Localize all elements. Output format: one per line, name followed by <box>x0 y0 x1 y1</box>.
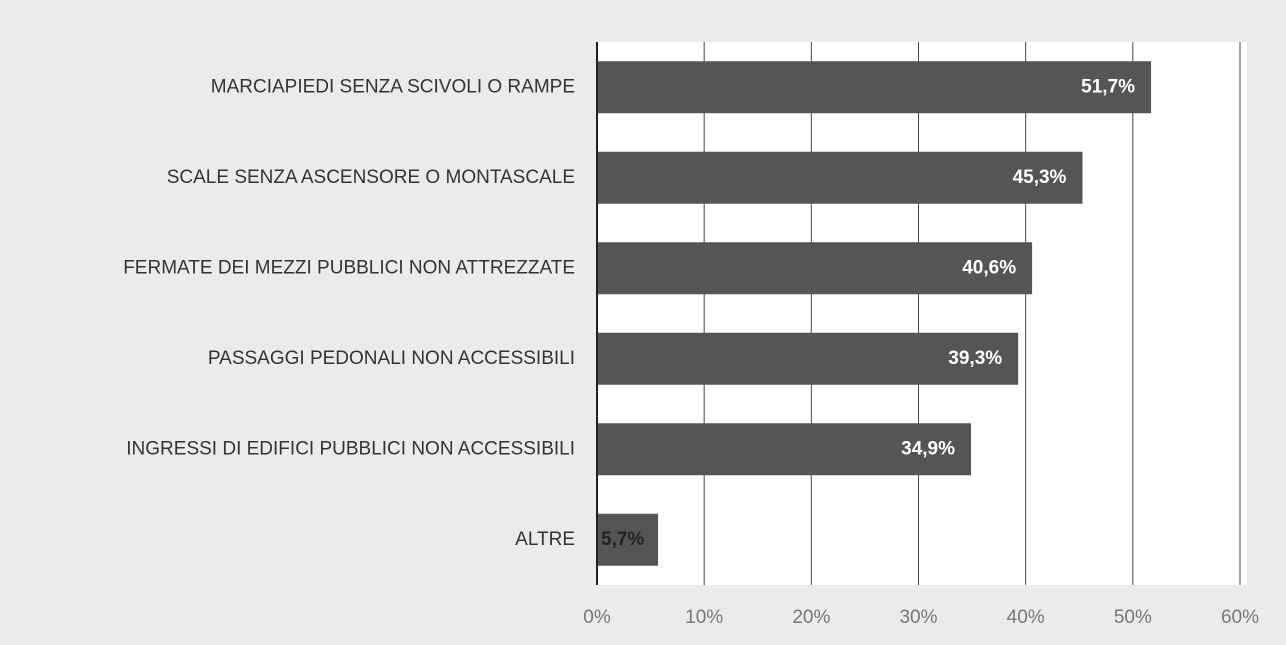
x-tick-label: 30% <box>899 607 937 628</box>
value-label: 40,6% <box>962 257 1016 278</box>
plot-area <box>597 42 1247 585</box>
y-tick-label: ALTRE <box>515 529 575 550</box>
x-tick-label: 0% <box>583 607 611 628</box>
bar <box>597 61 1152 114</box>
x-tick-label: 40% <box>1007 607 1045 628</box>
x-tick-label: 60% <box>1221 607 1259 628</box>
x-tick-label: 10% <box>685 607 723 628</box>
value-label: 5,7% <box>601 529 644 550</box>
bar <box>597 151 1083 204</box>
bar <box>597 513 659 566</box>
y-tick-label: MARCIAPIEDI SENZA SCIVOLI O RAMPE <box>211 76 575 97</box>
y-tick-label: SCALE SENZA ASCENSORE O MONTASCALE <box>167 167 575 188</box>
y-tick-label: FERMATE DEI MEZZI PUBBLICI NON ATTREZZAT… <box>123 257 575 278</box>
x-tick-label: 50% <box>1114 607 1152 628</box>
bar <box>597 332 1019 385</box>
y-tick-label: PASSAGGI PEDONALI NON ACCESSIBILI <box>208 348 575 369</box>
value-label: 34,9% <box>901 438 955 459</box>
bar <box>597 242 1033 295</box>
bar <box>597 423 972 476</box>
y-tick-label: INGRESSI DI EDIFICI PUBBLICI NON ACCESSI… <box>126 438 575 459</box>
x-tick-label: 20% <box>792 607 830 628</box>
value-label: 39,3% <box>948 348 1002 369</box>
value-label: 45,3% <box>1013 167 1067 188</box>
value-label: 51,7% <box>1081 76 1135 97</box>
